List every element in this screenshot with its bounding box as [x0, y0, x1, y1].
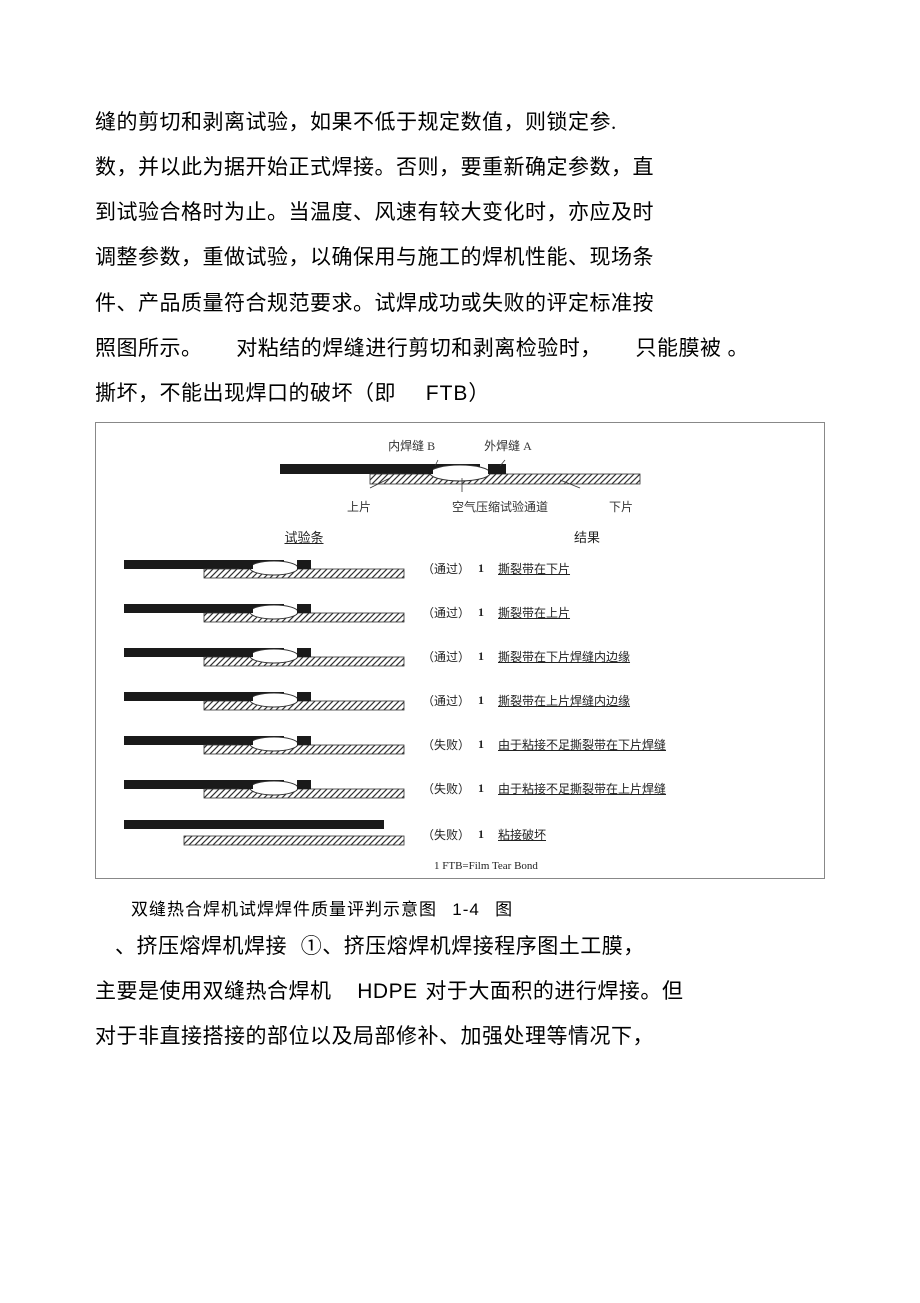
label-lower: 下片: [573, 498, 633, 515]
caption-num: 1-4: [452, 900, 480, 919]
p1-line6c: 只能膜被: [636, 336, 722, 360]
label-upper: 上片: [347, 498, 427, 515]
schematic-top: 内焊缝 B 外焊缝 A 上: [114, 437, 806, 515]
label-inner-b: 内焊缝 B: [388, 437, 435, 454]
row-index: 1: [478, 649, 492, 664]
row-desc: 撕裂带在下片焊缝内边缘: [498, 649, 630, 666]
p2-l1b: ①、挤压熔焊机焊接程序图土工膜，: [301, 934, 645, 958]
p1-line6a: 照图所示。: [95, 336, 203, 360]
sample-row: （通过）1 撕裂带在下片焊缝内边缘: [114, 642, 806, 672]
row-index: 1: [478, 827, 492, 842]
paragraph-2: 、挤压熔焊机焊接 ①、挤压熔焊机焊接程序图土工膜， 主要是使用双缝热合焊机 HD…: [95, 924, 825, 1059]
p2-l1a: 、挤压熔焊机焊接: [115, 934, 287, 958]
row-desc: 撕裂带在下片: [498, 561, 570, 578]
weld-diagram: 内焊缝 B 外焊缝 A 上: [95, 422, 825, 879]
row-status: （失败）: [422, 780, 478, 797]
p1-line2: 数，并以此为据开始正式焊接。否则，要重新确定参数，直: [95, 155, 654, 179]
sample-row: （失败）1 粘接破坏: [114, 818, 806, 852]
schematic-svg: [250, 456, 670, 496]
p2-l3: 对于非直接搭接的部位以及局部修补、加强处理等情况下，: [95, 1024, 654, 1048]
label-air-channel: 空气压缩试验通道: [430, 498, 570, 515]
p1-line4: 调整参数，重做试验，以确保用与施工的焊机性能、现场条: [95, 245, 654, 269]
paragraph-1: 缝的剪切和剥离试验，如果不低于规定数值，则锁定参. 数，并以此为据开始正式焊接。…: [95, 100, 825, 416]
row-index: 1: [478, 605, 492, 620]
caption-text: 双缝热合焊机试焊焊件质量评判示意图: [131, 900, 437, 919]
row-desc: 撕裂带在上片: [498, 605, 570, 622]
header-sample: 试验条: [154, 527, 454, 546]
row-index: 1: [478, 781, 492, 796]
sample-row: （通过）1 撕裂带在下片: [114, 554, 806, 584]
p1-line1: 缝的剪切和剥离试验，如果不低于规定数值，则锁定参.: [95, 110, 617, 134]
p2-l2a: 主要是使用双缝热合焊机: [95, 979, 332, 1003]
row-desc: 由于粘接不足撕裂带在上片焊缝: [498, 781, 666, 798]
row-index: 1: [478, 693, 492, 708]
p2-hdpe: HDPE: [357, 980, 417, 1003]
header-result: 结果: [574, 527, 600, 546]
row-status: （失败）: [422, 826, 478, 843]
p1-ftb: FTB）: [426, 382, 491, 405]
row-status: （通过）: [422, 648, 478, 665]
sample-row: （通过）1 撕裂带在上片: [114, 598, 806, 628]
row-status: （通过）: [422, 692, 478, 709]
p1-line7a: 撕坏，不能出现焊口的破坏（即: [95, 381, 396, 405]
diagram-footnote: 1 FTB=Film Tear Bond: [434, 860, 806, 872]
sample-row: （失败）1 由于粘接不足撕裂带在上片焊缝: [114, 774, 806, 804]
p2-l2c: 对于大面积的进行焊接。但: [425, 979, 683, 1003]
row-status: （通过）: [422, 560, 478, 577]
row-status: （通过）: [422, 604, 478, 621]
p1-line6d: 。: [727, 326, 749, 371]
p1-line3: 到试验合格时为止。当温度、风速有较大变化时，亦应及时: [95, 200, 654, 224]
row-desc: 由于粘接不足撕裂带在下片焊缝: [498, 737, 666, 754]
p1-line6b: 对粘结的焊缝进行剪切和剥离检验时，: [236, 336, 602, 360]
row-index: 1: [478, 737, 492, 752]
caption-suffix: 图: [495, 900, 513, 919]
sample-row: （失败）1 由于粘接不足撕裂带在下片焊缝: [114, 730, 806, 760]
figure-caption: 双缝热合焊机试焊焊件质量评判示意图 1-4 图: [131, 895, 825, 920]
p1-line5: 件、产品质量符合规范要求。试焊成功或失败的评定标准按: [95, 291, 654, 315]
row-desc: 撕裂带在上片焊缝内边缘: [498, 693, 630, 710]
sample-row: （通过）1 撕裂带在上片焊缝内边缘: [114, 686, 806, 716]
row-index: 1: [478, 561, 492, 576]
diagram-header: 试验条 结果: [114, 527, 806, 546]
row-status: （失败）: [422, 736, 478, 753]
row-desc: 粘接破坏: [498, 827, 546, 844]
label-outer-a: 外焊缝 A: [484, 437, 532, 454]
